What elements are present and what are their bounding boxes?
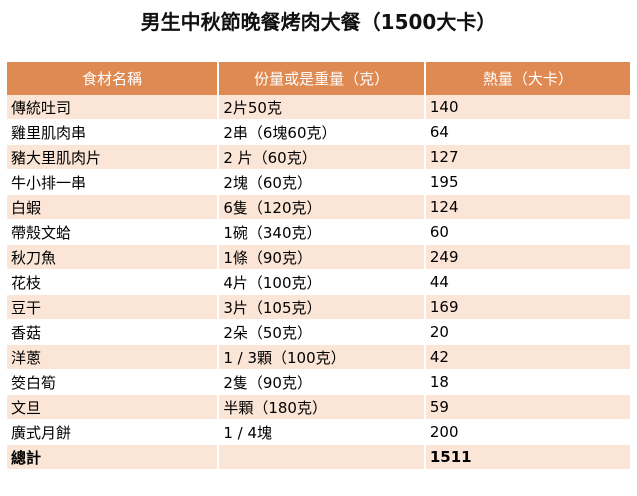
table-cell: 洋蔥: [4, 344, 220, 370]
total-empty: [217, 444, 426, 470]
table-cell: 44: [423, 269, 633, 295]
table-cell: 59: [423, 394, 633, 420]
header-row: 食材名稱 份量或是重量（克） 熱量（大卡）: [4, 62, 633, 95]
table-cell: 195: [423, 169, 633, 195]
table-cell: 筊白筍: [4, 369, 220, 395]
table-cell: 1 / 4塊: [217, 419, 426, 445]
table-cell: 豆干: [4, 294, 220, 320]
table-cell: 1條（90克）: [217, 244, 426, 270]
table-cell: 2片50克: [217, 95, 426, 120]
table-cell: 2朵（50克）: [217, 319, 426, 345]
table-cell: 2串（6塊60克）: [217, 119, 426, 145]
column-header: 熱量（大卡）: [423, 62, 633, 95]
total-label: 總計: [4, 444, 220, 470]
table-cell: 秋刀魚: [4, 244, 220, 270]
column-header: 食材名稱: [4, 62, 220, 95]
table-cell: 18: [423, 369, 633, 395]
table-cell: 豬大里肌肉片: [4, 144, 220, 170]
table-cell: 6隻（120克）: [217, 194, 426, 220]
table-cell: 1 / 3顆（100克）: [217, 344, 426, 370]
table-header: 食材名稱 份量或是重量（克） 熱量（大卡）: [4, 62, 633, 95]
table-row: 文旦 半顆（180克） 59: [4, 394, 633, 420]
table-row: 白蝦 6隻（120克） 124: [4, 194, 633, 220]
table-row: 豆干 3片（105克） 169: [4, 294, 633, 320]
table-cell: 2塊（60克）: [217, 169, 426, 195]
table-row: 傳統吐司 2片50克 140: [4, 95, 633, 120]
table-cell: 雞里肌肉串: [4, 119, 220, 145]
table-cell: 4片（100克）: [217, 269, 426, 295]
table-cell: 白蝦: [4, 194, 220, 220]
table-cell: 傳統吐司: [4, 95, 220, 120]
table-row: 香菇 2朵（50克） 20: [4, 319, 633, 345]
total-row: 總計 1511: [4, 444, 633, 470]
table-row: 雞里肌肉串 2串（6塊60克） 64: [4, 119, 633, 145]
table-row: 秋刀魚 1條（90克） 249: [4, 244, 633, 270]
table-cell: 200: [423, 419, 633, 445]
table-cell: 140: [423, 95, 633, 120]
table-body: 傳統吐司 2片50克 140 雞里肌肉串 2串（6塊60克） 64 豬大里肌肉片 2 片（60…: [4, 95, 633, 470]
table-row: 帶殼文蛤 1碗（340克） 60: [4, 219, 633, 245]
table-cell: 169: [423, 294, 633, 320]
table-row: 筊白筍 2隻（90克） 18: [4, 369, 633, 395]
table-cell: 2隻（90克）: [217, 369, 426, 395]
table-cell: 牛小排一串: [4, 169, 220, 195]
total-value: 1511: [423, 444, 633, 470]
table-cell: 249: [423, 244, 633, 270]
table-cell: 64: [423, 119, 633, 145]
table-cell: 廣式月餅: [4, 419, 220, 445]
table-cell: 3片（105克）: [217, 294, 426, 320]
table-cell: 文旦: [4, 394, 220, 420]
table-cell: 花枝: [4, 269, 220, 295]
table-cell: 1碗（340克）: [217, 219, 426, 245]
table-cell: 127: [423, 144, 633, 170]
table-cell: 半顆（180克）: [217, 394, 426, 420]
table-row: 洋蔥 1 / 3顆（100克） 42: [4, 344, 633, 370]
table-cell: 帶殼文蛤: [4, 219, 220, 245]
title: 男生中秋節晚餐烤肉大餐（1500大卡）: [140, 10, 497, 34]
table-cell: 20: [423, 319, 633, 345]
column-header: 份量或是重量（克）: [217, 62, 426, 95]
table-cell: 2 片（60克）: [217, 144, 426, 170]
table-row: 豬大里肌肉片 2 片（60克） 127: [4, 144, 633, 170]
table-cell: 124: [423, 194, 633, 220]
table-cell: 香菇: [4, 319, 220, 345]
table-row: 花枝 4片（100克） 44: [4, 269, 633, 295]
table-row: 牛小排一串 2塊（60克） 195: [4, 169, 633, 195]
table-row: 廣式月餅 1 / 4塊 200: [4, 419, 633, 445]
calorie-table: 食材名稱 份量或是重量（克） 熱量（大卡） 傳統吐司 2片50克 140 雞里肌肉串 2串（…: [4, 62, 633, 470]
table-cell: 60: [423, 219, 633, 245]
table-cell: 42: [423, 344, 633, 370]
